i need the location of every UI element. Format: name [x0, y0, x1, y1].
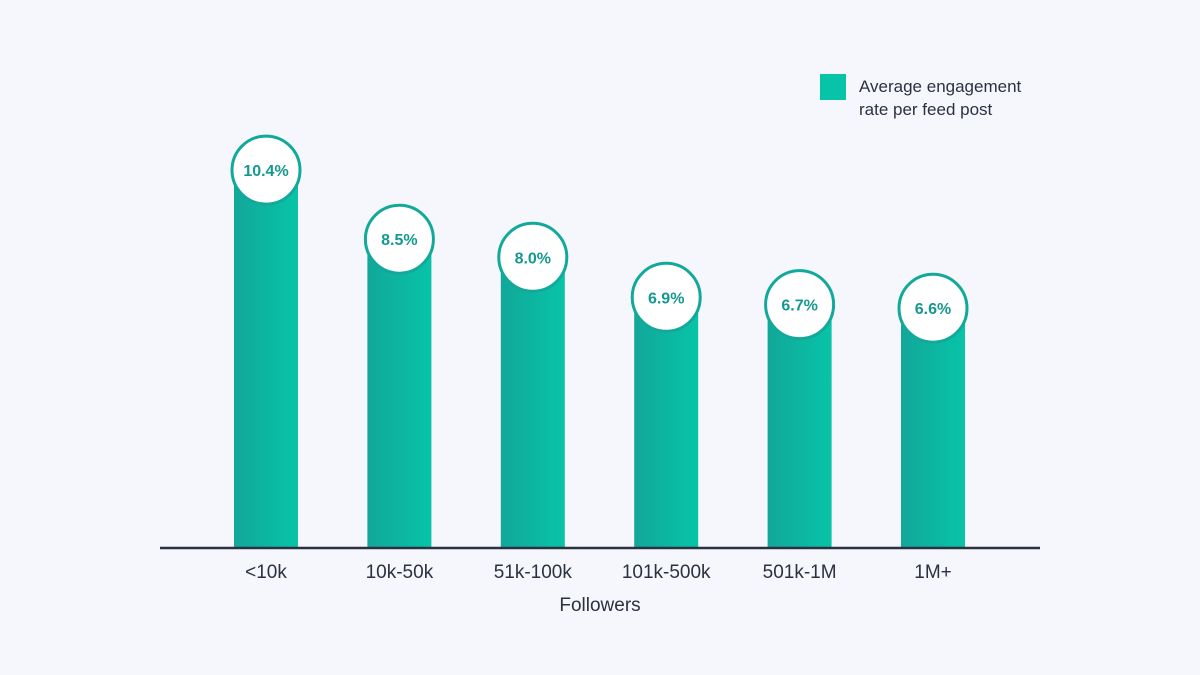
x-tick-label-5: 1M+ — [914, 562, 952, 583]
legend-swatch — [820, 74, 846, 100]
bar-3 — [634, 297, 699, 548]
value-badge-0 — [230, 134, 302, 206]
x-tick-labels: <10k 10k-50k 51k-100k 101k-500k 501k-1M 1M+ — [245, 562, 952, 583]
x-tick-label-2: 51k-100k — [494, 562, 573, 583]
x-tick-label-0: <10k — [245, 562, 287, 583]
bar-1 — [367, 239, 432, 548]
value-label-4: 6.7% — [781, 298, 817, 315]
value-badge-3 — [630, 261, 702, 333]
bar-2 — [500, 257, 565, 548]
x-tick-label-3: 101k-500k — [622, 562, 711, 583]
value-badge-5 — [897, 272, 969, 344]
bar-0 — [234, 170, 298, 548]
bars-layer: 10.4% 8.5% 8.0% 6.9% 6.7% 6.6% — [230, 134, 969, 548]
x-tick-label-1: 10k-50k — [366, 562, 434, 583]
value-label-3: 6.9% — [648, 290, 684, 307]
value-label-1: 8.5% — [381, 232, 417, 249]
legend-label-line-2: rate per feed post — [859, 100, 993, 119]
legend-label-line-1: Average engagement — [859, 77, 1022, 96]
value-badge-2 — [497, 221, 569, 293]
value-label-5: 6.6% — [915, 301, 951, 318]
legend: Average engagement rate per feed post — [820, 74, 1022, 119]
x-tick-label-4: 501k-1M — [763, 562, 837, 583]
value-badge-1 — [363, 203, 435, 275]
value-label-2: 8.0% — [515, 250, 551, 267]
value-label-0: 10.4% — [243, 163, 288, 180]
bar-5 — [901, 308, 965, 548]
value-badge-4 — [764, 269, 836, 341]
x-axis-title: Followers — [559, 595, 640, 616]
bar-4 — [767, 304, 832, 548]
